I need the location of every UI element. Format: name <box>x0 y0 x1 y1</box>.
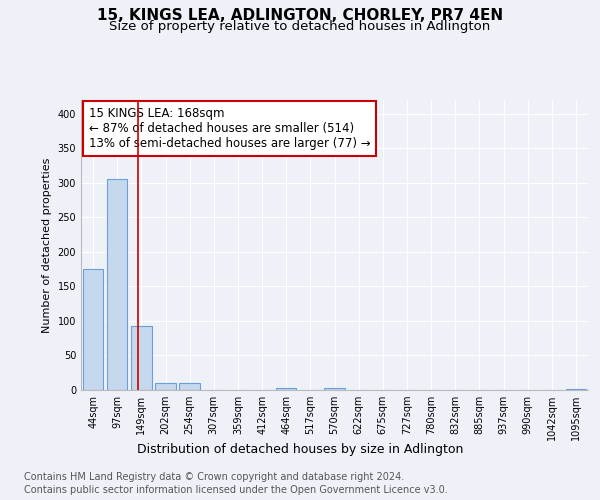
Bar <box>324 388 345 390</box>
Bar <box>107 180 127 390</box>
Bar <box>131 326 152 390</box>
Bar <box>179 383 200 390</box>
Bar <box>155 383 176 390</box>
Bar <box>276 388 296 390</box>
Text: Contains HM Land Registry data © Crown copyright and database right 2024.: Contains HM Land Registry data © Crown c… <box>24 472 404 482</box>
Text: 15 KINGS LEA: 168sqm
← 87% of detached houses are smaller (514)
13% of semi-deta: 15 KINGS LEA: 168sqm ← 87% of detached h… <box>89 108 370 150</box>
Bar <box>83 269 103 390</box>
Y-axis label: Number of detached properties: Number of detached properties <box>42 158 52 332</box>
Text: Size of property relative to detached houses in Adlington: Size of property relative to detached ho… <box>109 20 491 33</box>
Text: 15, KINGS LEA, ADLINGTON, CHORLEY, PR7 4EN: 15, KINGS LEA, ADLINGTON, CHORLEY, PR7 4… <box>97 8 503 22</box>
Text: Contains public sector information licensed under the Open Government Licence v3: Contains public sector information licen… <box>24 485 448 495</box>
Text: Distribution of detached houses by size in Adlington: Distribution of detached houses by size … <box>137 442 463 456</box>
Bar <box>566 388 586 390</box>
